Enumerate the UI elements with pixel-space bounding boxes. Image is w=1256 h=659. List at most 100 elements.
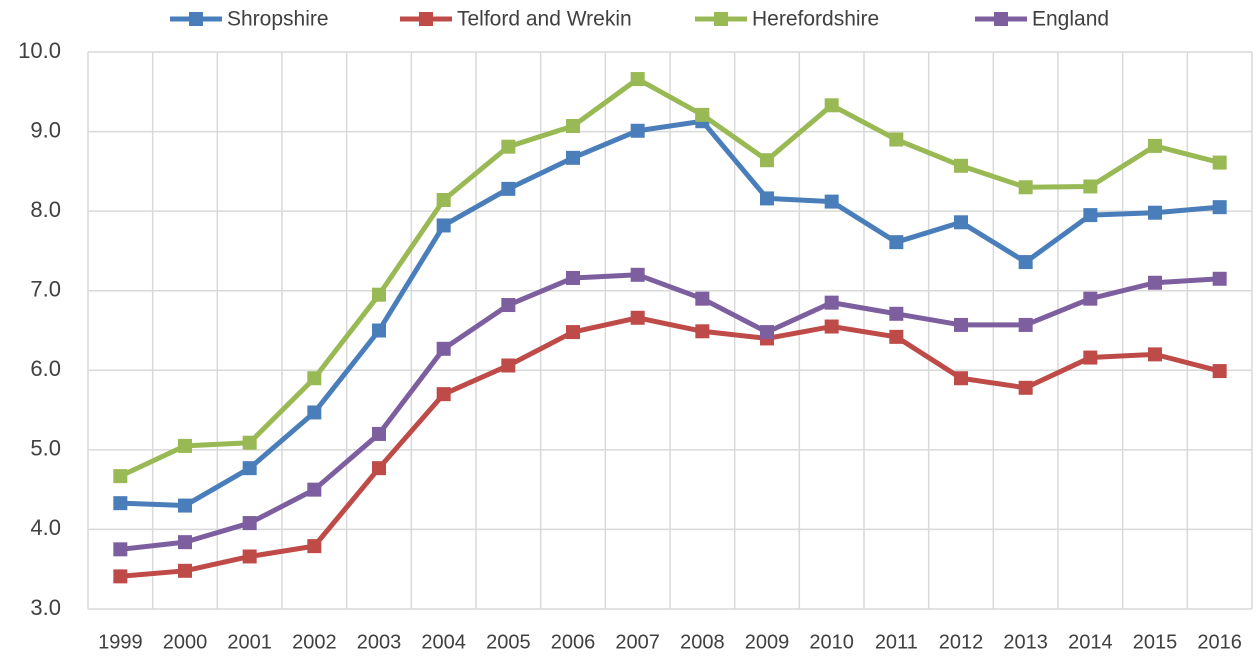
marker xyxy=(630,267,645,282)
marker xyxy=(1212,155,1227,170)
y-tick-label: 6.0 xyxy=(30,356,61,381)
series-line xyxy=(120,272,1220,552)
marker xyxy=(1018,180,1033,195)
x-tick-label: 1999 xyxy=(98,631,143,653)
marker xyxy=(436,387,451,402)
marker xyxy=(501,181,516,196)
legend-label: Telford and Wrekin xyxy=(457,8,632,31)
marker xyxy=(954,317,968,332)
x-tick-label: 2006 xyxy=(551,631,596,653)
marker xyxy=(372,461,386,476)
x-tick-label: 2000 xyxy=(163,631,208,653)
marker xyxy=(242,435,257,450)
marker xyxy=(242,461,257,476)
x-tick-label: 2013 xyxy=(1003,631,1048,653)
legend-marker xyxy=(714,12,728,26)
marker xyxy=(1148,205,1162,220)
marker xyxy=(889,306,904,321)
marker xyxy=(566,325,580,340)
marker xyxy=(760,153,774,168)
marker xyxy=(1018,255,1033,270)
marker xyxy=(566,270,580,285)
marker xyxy=(824,295,839,310)
marker xyxy=(113,469,128,484)
x-tick-label: 2015 xyxy=(1133,631,1178,653)
marker xyxy=(630,123,645,138)
x-tick-label: 2003 xyxy=(357,631,402,653)
marker xyxy=(501,358,516,373)
marker xyxy=(954,158,968,173)
legend-label: England xyxy=(1032,8,1109,31)
x-tick-label: 2011 xyxy=(875,631,918,653)
marker xyxy=(630,72,645,87)
marker xyxy=(889,132,904,147)
marker xyxy=(695,291,710,306)
y-tick-label: 8.0 xyxy=(30,197,61,222)
marker xyxy=(1212,271,1227,286)
y-tick-label: 4.0 xyxy=(30,515,61,540)
marker xyxy=(1212,200,1227,215)
marker xyxy=(307,405,322,420)
marker xyxy=(1083,291,1098,306)
legend-marker xyxy=(994,12,1008,26)
x-tick-label: 2002 xyxy=(292,631,337,653)
x-tick-label: 2007 xyxy=(615,631,660,653)
marker xyxy=(372,287,386,302)
marker xyxy=(113,496,128,511)
x-tick-label: 2008 xyxy=(680,631,725,653)
series-line xyxy=(120,315,1221,579)
legend-marker xyxy=(189,12,203,26)
marker xyxy=(1018,317,1033,332)
y-tick-label: 9.0 xyxy=(30,117,61,142)
marker xyxy=(566,119,580,134)
marker xyxy=(824,98,839,113)
marker xyxy=(242,549,257,564)
marker xyxy=(1083,350,1098,365)
marker xyxy=(630,310,645,325)
marker xyxy=(1018,380,1033,395)
x-tick-label: 2012 xyxy=(939,631,984,653)
x-tick-label: 2001 xyxy=(227,631,272,653)
marker xyxy=(501,298,516,313)
marker xyxy=(1083,179,1098,194)
marker xyxy=(178,438,192,453)
marker xyxy=(954,215,968,230)
marker xyxy=(695,324,710,339)
marker xyxy=(113,569,128,584)
x-tick-label: 2010 xyxy=(809,631,854,653)
marker xyxy=(113,542,128,557)
marker xyxy=(889,235,904,250)
marker xyxy=(1148,275,1162,290)
marker xyxy=(436,218,451,233)
marker xyxy=(307,539,322,554)
y-tick-label: 10.0 xyxy=(18,38,61,63)
marker xyxy=(566,150,580,165)
legend-label: Herefordshire xyxy=(752,8,879,31)
marker xyxy=(242,516,257,531)
marker xyxy=(372,426,386,441)
marker xyxy=(178,563,192,578)
x-tick-label: 2014 xyxy=(1068,631,1113,653)
marker xyxy=(1148,347,1162,362)
x-tick-label: 2009 xyxy=(745,631,790,653)
marker xyxy=(178,535,192,550)
legend-label: Shropshire xyxy=(227,8,329,31)
marker xyxy=(1148,138,1162,153)
marker xyxy=(695,107,710,122)
marker xyxy=(824,319,839,334)
marker xyxy=(954,371,968,386)
x-tick-label: 2005 xyxy=(486,631,531,653)
marker xyxy=(1212,364,1227,379)
x-tick-label: 2016 xyxy=(1197,631,1242,653)
marker xyxy=(760,191,774,206)
marker xyxy=(307,482,322,497)
marker xyxy=(824,194,839,209)
legend-marker xyxy=(419,12,433,26)
series-line xyxy=(119,76,1221,479)
series-line xyxy=(120,118,1220,509)
y-tick-label: 5.0 xyxy=(30,436,61,461)
marker xyxy=(1083,208,1098,223)
x-tick-label: 2004 xyxy=(421,631,466,653)
y-tick-label: 3.0 xyxy=(30,595,61,620)
